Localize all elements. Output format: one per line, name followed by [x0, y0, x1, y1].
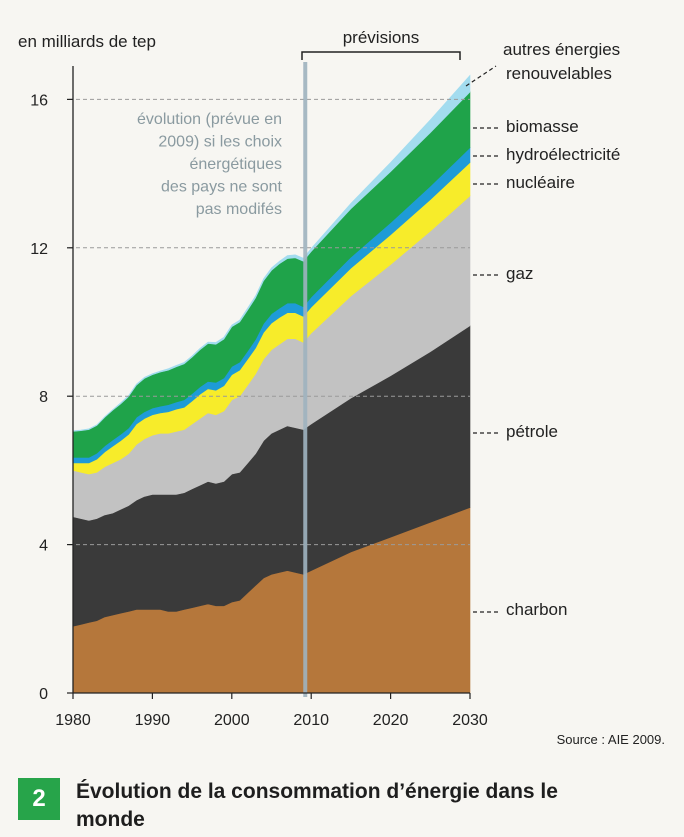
x-tick-label: 2000 [214, 712, 250, 729]
area-series-autres-energies-renouvelables [72, 74, 471, 432]
legend-label: nucléaire [506, 173, 575, 192]
axes: 0 4 8 12 16 1980 1990 2000 2010 2020 2030 [30, 66, 488, 729]
y-axis-unit-label: en milliards de tep [18, 32, 156, 51]
legend-label: biomasse [506, 117, 579, 136]
x-tick-label: 2030 [452, 712, 488, 729]
legend-label: hydroélectricité [506, 145, 620, 164]
y-tick-label: 8 [39, 389, 48, 406]
figure-caption-title: Évolution de la consommation d’énergie d… [76, 780, 558, 831]
annotation-label: évolution (prévue en 2009) si les choix én… [137, 111, 283, 218]
x-tick-label: 1980 [55, 712, 91, 729]
y-tick-label: 12 [30, 241, 48, 258]
x-tick-label: 2020 [373, 712, 409, 729]
legend-label: charbon [506, 600, 567, 619]
y-tick-label: 0 [39, 686, 48, 703]
legend-label: autres énergies renouvelables [503, 40, 620, 83]
stacked-area-plot [72, 74, 471, 694]
y-tick-label: 16 [30, 92, 48, 109]
source-note: Source : AIE 2009. [557, 732, 665, 747]
legend: charbon pétrole gaz nucléaire hydroélectrici… [465, 40, 620, 619]
legend-leader [465, 65, 497, 87]
legend-label: gaz [506, 264, 533, 283]
horizontal-grid [69, 98, 470, 546]
x-tick-label: 1990 [135, 712, 171, 729]
forecast-bracket: prévisions [301, 28, 461, 60]
legend-label: pétrole [506, 422, 558, 441]
forecast-label: prévisions [343, 28, 420, 47]
y-tick-label: 4 [39, 538, 48, 555]
annotation-text: évolution (prévue en 2009) si les choix én… [137, 111, 283, 218]
figure-number-badge: 2 [18, 778, 60, 820]
x-tick-label: 2010 [293, 712, 329, 729]
